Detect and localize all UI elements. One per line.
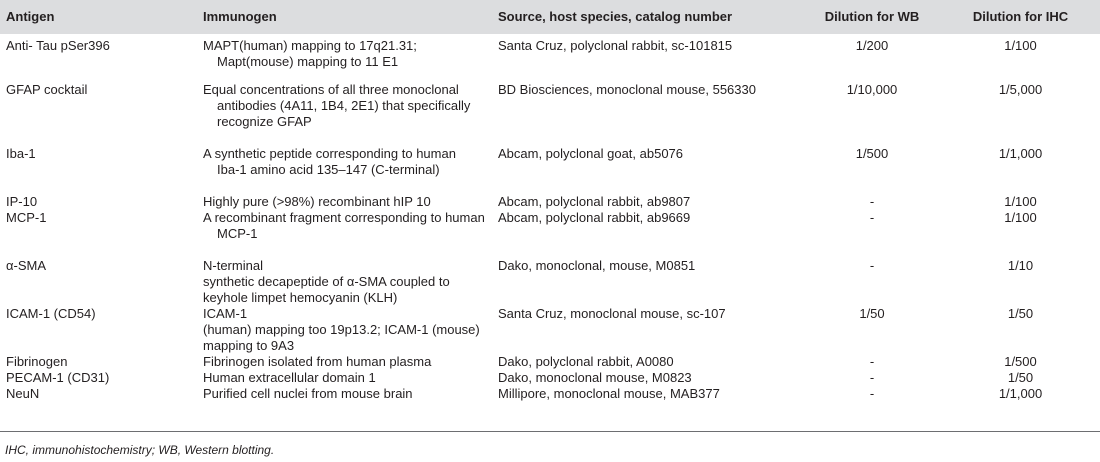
cell-immunogen: Highly pure (>98%) recombinant hIP 10 — [197, 194, 492, 210]
cell-dilution-ihc: 1/100 — [1004, 38, 1037, 53]
cell-source: Santa Cruz, polyclonal rabbit, sc-101815 — [498, 38, 733, 53]
cell-dilution-wb: - — [869, 386, 875, 401]
table-bottom-rule — [0, 431, 1100, 432]
immunogen-line: (human) mapping too 19p13.2; ICAM-1 (mou… — [203, 322, 480, 337]
cell-dilution-wb: - — [869, 210, 875, 225]
immunogen-line: MAPT(human) mapping to 17q21.31; — [203, 38, 417, 53]
table-row: Anti- Tau pSer396 MAPT(human) mapping to … — [0, 34, 1100, 82]
immunogen-line: antibodies (4A11, 1B4, 2E1) that specifi… — [217, 98, 471, 113]
cell-dilution-wb: 1/10,000 — [846, 82, 898, 97]
cell-dilution-ihc: 1/50 — [1007, 306, 1034, 321]
cell-immunogen: MAPT(human) mapping to 17q21.31; Mapt(mou… — [197, 34, 492, 82]
header-antigen: Antigen — [6, 9, 55, 24]
cell-source: Dako, polyclonal rabbit, A0080 — [498, 354, 674, 369]
cell-source: Millipore, monoclonal mouse, MAB377 — [498, 386, 720, 401]
cell-source: Santa Cruz, monoclonal mouse, sc-107 — [498, 306, 726, 321]
immunogen-line: mapping to 9A3 — [203, 338, 295, 353]
cell-dilution-wb: - — [869, 194, 875, 209]
immunogen-line: A synthetic peptide corresponding to hum… — [203, 146, 456, 161]
cell-antigen: GFAP cocktail — [6, 82, 88, 97]
immunogen-line: Iba-1 amino acid 135–147 (C-terminal) — [217, 162, 440, 177]
cell-antigen: ICAM-1 (CD54) — [6, 306, 96, 321]
immunogen-line: Human extracellular domain 1 — [203, 370, 376, 385]
cell-dilution-ihc: 1/100 — [1004, 210, 1037, 225]
cell-immunogen: ICAM-1 (human) mapping too 19p13.2; ICAM-… — [197, 306, 492, 354]
header-immunogen: Immunogen — [203, 9, 277, 24]
table-row: PECAM-1 (CD31) Human extracellular domain… — [0, 370, 1100, 386]
cell-dilution-wb: - — [869, 258, 875, 273]
cell-source: Abcam, polyclonal rabbit, ab9669 — [498, 210, 691, 225]
table-footnote: IHC, immunohistochemistry; WB, Western b… — [5, 443, 275, 457]
cell-dilution-ihc: 1/1,000 — [998, 386, 1043, 401]
table-row: Fibrinogen Fibrinogen isolated from human… — [0, 354, 1100, 370]
cell-antigen: Iba-1 — [6, 146, 36, 161]
immunogen-line: ICAM-1 — [203, 306, 248, 321]
table-header-row: Antigen Immunogen Source, host species, … — [0, 0, 1100, 34]
immunogen-line: Purified cell nuclei from mouse brain — [203, 386, 413, 401]
cell-immunogen: Fibrinogen isolated from human plasma — [197, 354, 492, 370]
cell-dilution-ihc: 1/50 — [1007, 370, 1034, 385]
table-row: GFAP cocktail Equal concentrations of all… — [0, 82, 1100, 146]
cell-antigen: IP-10 — [6, 194, 38, 209]
cell-immunogen: A synthetic peptide corresponding to hum… — [197, 146, 492, 194]
immunogen-line: Fibrinogen isolated from human plasma — [203, 354, 432, 369]
antibody-table: Antigen Immunogen Source, host species, … — [0, 0, 1100, 406]
cell-antigen: MCP-1 — [6, 210, 47, 225]
cell-source: Dako, monoclonal mouse, M0823 — [498, 370, 692, 385]
table-row: α-SMA N-terminal synthetic decapeptide of … — [0, 258, 1100, 306]
cell-antigen: Anti- Tau pSer396 — [6, 38, 110, 53]
table-row: Iba-1 A synthetic peptide corresponding t… — [0, 146, 1100, 194]
immunogen-line: recognize GFAP — [217, 114, 312, 129]
cell-antigen: Fibrinogen — [6, 354, 68, 369]
cell-immunogen: A recombinant fragment corresponding to … — [197, 210, 492, 258]
cell-antigen: PECAM-1 (CD31) — [6, 370, 110, 385]
cell-dilution-wb: 1/500 — [855, 146, 889, 161]
cell-source: Abcam, polyclonal goat, ab5076 — [498, 146, 684, 161]
cell-source: Dako, monoclonal, mouse, M0851 — [498, 258, 696, 273]
cell-dilution-wb: - — [869, 354, 875, 369]
immunogen-line: keyhole limpet hemocyanin (KLH) — [203, 290, 398, 305]
cell-dilution-ihc: 1/5,000 — [998, 82, 1043, 97]
cell-source: Abcam, polyclonal rabbit, ab9807 — [498, 194, 691, 209]
cell-dilution-wb: - — [869, 370, 875, 385]
cell-dilution-ihc: 1/1,000 — [998, 146, 1043, 161]
cell-dilution-wb: 1/200 — [855, 38, 889, 53]
cell-dilution-wb: 1/50 — [859, 306, 885, 321]
cell-antigen: α-SMA — [6, 258, 47, 273]
header-dilution-wb: Dilution for WB — [824, 9, 920, 24]
table-row: IP-10 Highly pure (>98%) recombinant hIP … — [0, 194, 1100, 210]
cell-source: BD Biosciences, monoclonal mouse, 556330 — [498, 82, 756, 97]
immunogen-line: Mapt(mouse) mapping to 11 E1 — [217, 54, 399, 69]
cell-immunogen: Purified cell nuclei from mouse brain — [197, 386, 492, 406]
immunogen-line: Equal concentrations of all three monocl… — [203, 82, 459, 97]
table-body: Anti- Tau pSer396 MAPT(human) mapping to … — [0, 34, 1100, 406]
cell-immunogen: Human extracellular domain 1 — [197, 370, 492, 386]
immunogen-line: synthetic decapeptide of α-SMA coupled t… — [203, 274, 450, 289]
table-row: ICAM-1 (CD54) ICAM-1 (human) mapping too 1… — [0, 306, 1100, 354]
immunogen-line: Highly pure (>98%) recombinant hIP 10 — [203, 194, 431, 209]
table-row: MCP-1 A recombinant fragment correspondin… — [0, 210, 1100, 258]
cell-antigen: NeuN — [6, 386, 40, 401]
cell-immunogen: Equal concentrations of all three monocl… — [197, 82, 492, 146]
cell-immunogen: N-terminal synthetic decapeptide of α-SMA… — [197, 258, 492, 306]
cell-dilution-ihc: 1/500 — [1004, 354, 1037, 369]
immunogen-line: A recombinant fragment corresponding to … — [203, 210, 485, 225]
cell-dilution-ihc: 1/100 — [1004, 194, 1037, 209]
immunogen-line: N-terminal — [203, 258, 263, 273]
cell-dilution-ihc: 1/10 — [1007, 258, 1034, 273]
table-row: NeuN Purified cell nuclei from mouse brai… — [0, 386, 1100, 406]
header-source: Source, host species, catalog number — [498, 9, 733, 24]
immunogen-line: MCP-1 — [217, 226, 258, 241]
header-dilution-ihc: Dilution for IHC — [972, 9, 1069, 24]
